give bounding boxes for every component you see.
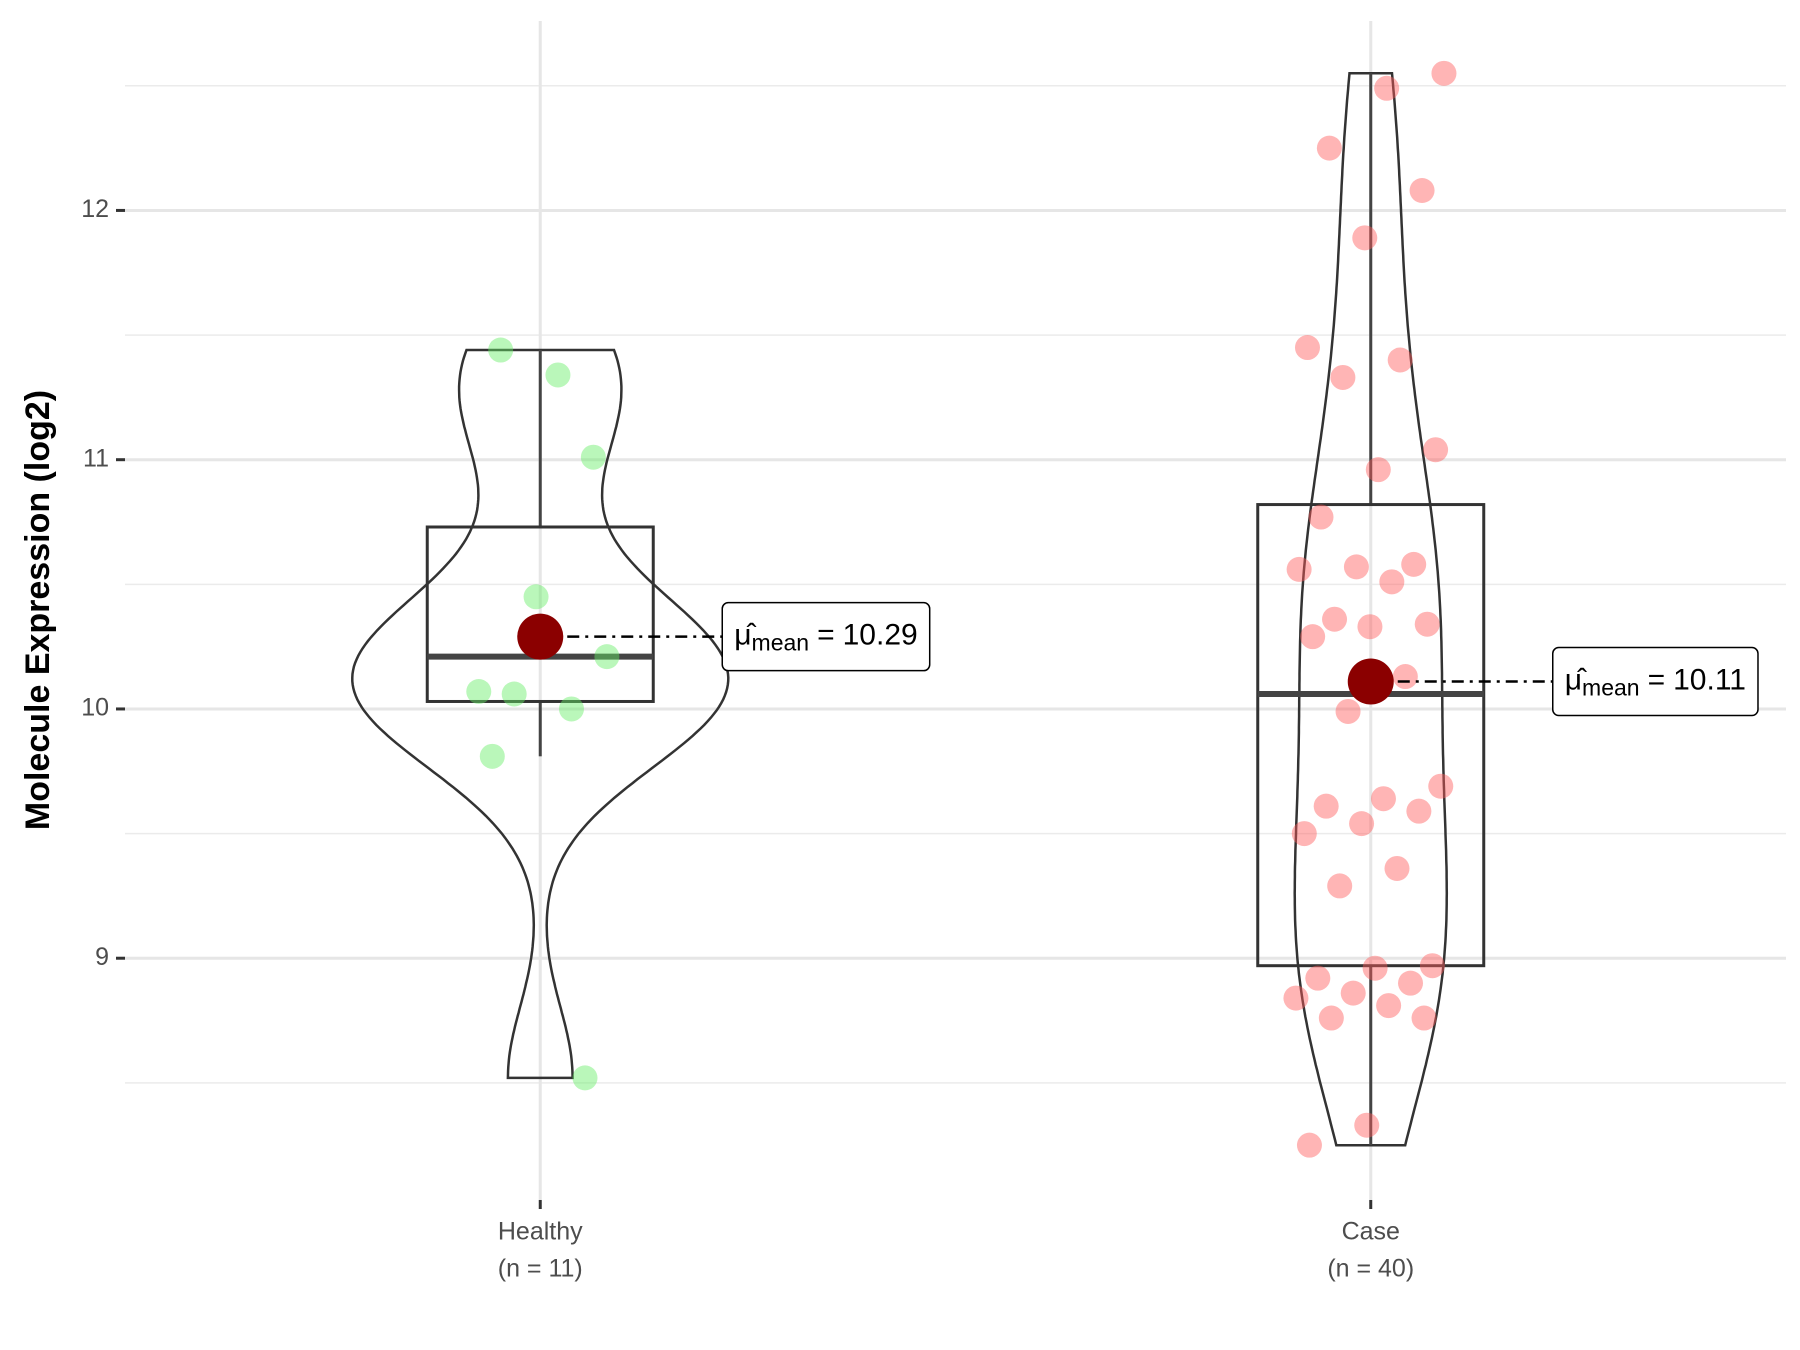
mean-value: 10.11 [1673,663,1746,696]
point [545,362,571,388]
mean-relation: = [817,619,835,652]
point [1313,793,1339,819]
point [1318,1005,1344,1031]
point [1327,873,1353,899]
point [1316,135,1342,161]
point [1349,811,1375,837]
point [1376,993,1402,1019]
point [1343,554,1369,580]
point [488,337,514,363]
point [1335,698,1361,724]
violin [1293,72,1449,1147]
point [1365,457,1391,483]
point [1286,556,1312,582]
point [1362,955,1388,981]
point [1322,606,1348,632]
mean-label: μ̂mean = 10.11 [1565,663,1746,700]
point [1387,347,1413,373]
mean-value: 10.29 [843,619,918,652]
point [1300,624,1326,650]
point [1370,786,1396,812]
mean-relation: = [1648,663,1666,696]
x-tick-sublabel: (n = 11) [498,1255,583,1283]
point [523,584,549,610]
point [1419,953,1445,979]
box [425,525,655,703]
box [1256,503,1486,968]
x-tick-label: Healthy [498,1218,583,1246]
point [1428,773,1454,799]
y-tick-label: 9 [95,943,109,971]
point [1409,177,1435,203]
violin [351,348,730,1080]
point [1384,855,1410,881]
mean-point [1347,658,1394,705]
point [1330,364,1356,390]
point [1296,1132,1322,1158]
point [466,679,492,705]
point [1283,985,1309,1011]
mean-subscript: mean [1582,675,1640,701]
point [1411,1005,1437,1031]
point [1423,437,1449,463]
point [558,696,584,722]
point [572,1065,598,1091]
point [479,743,505,769]
point [1294,335,1320,361]
x-tick-label: Case [1342,1218,1400,1246]
point [1305,965,1331,991]
point [501,681,527,707]
mean-label: μ̂mean = 10.29 [734,619,917,656]
point [1431,60,1457,86]
point [1357,614,1383,640]
mean-symbol: μ̂ [1565,663,1587,696]
mean-point [517,613,564,660]
point [1392,664,1418,690]
mean-subscript: mean [752,630,810,656]
y-tick-label: 11 [83,444,109,472]
y-tick-label: 10 [81,694,109,722]
y-axis-title: Molecule Expression (log2) [19,390,57,830]
point [1308,504,1334,530]
point [1379,569,1405,595]
x-tick-sublabel: (n = 40) [1327,1255,1414,1283]
point [1291,821,1317,847]
point [1406,798,1432,824]
point [1340,980,1366,1006]
point [1354,1112,1380,1138]
point [1374,75,1400,101]
y-tick-label: 12 [81,195,109,223]
mean-symbol: μ̂ [734,619,756,652]
point [1401,551,1427,577]
mean-label-box [1552,646,1759,717]
point [580,444,606,470]
point [1352,225,1378,251]
point [594,644,620,670]
point [1398,970,1424,996]
mean-label-box [721,601,931,672]
point [1414,611,1440,637]
